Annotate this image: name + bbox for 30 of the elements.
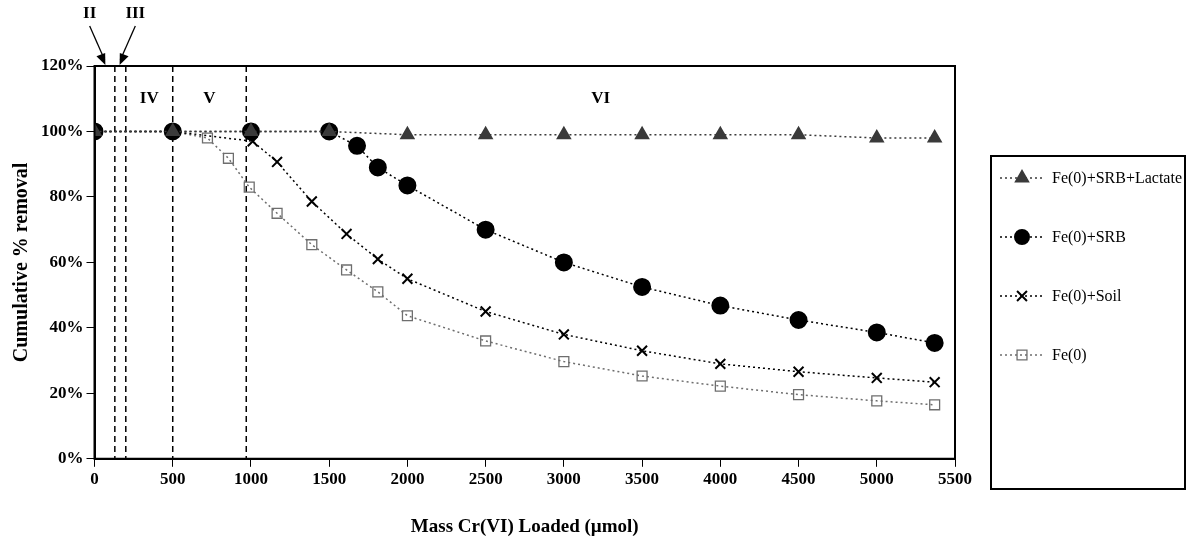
x-tick-label: 2500 <box>468 469 503 489</box>
x-tick-label: 3500 <box>625 469 660 489</box>
annotation: VI <box>591 88 611 108</box>
legend-label: Fe(0) <box>1052 345 1087 365</box>
x-tick-label: 4000 <box>703 469 738 489</box>
y-tick-label: 20% <box>49 382 84 402</box>
text: II <box>83 3 97 23</box>
text: III <box>125 3 146 23</box>
y-tick-label: 40% <box>49 317 84 337</box>
y-tick-label: 0% <box>58 448 84 468</box>
annotation: V <box>203 88 217 108</box>
y-tick-label: 100% <box>41 120 84 140</box>
x-tick-label: 2000 <box>390 469 425 489</box>
y-tick-label: 120% <box>41 55 84 75</box>
y-axis-title: Cumulative % removal <box>9 162 32 363</box>
x-tick-label: 5500 <box>938 469 972 489</box>
x-axis-title: Mass Cr(VI) Loaded (µmol) <box>410 514 639 537</box>
legend-label: Fe(0)+SRB+Lactate <box>1052 168 1183 188</box>
y-tick-label: 80% <box>49 186 84 206</box>
x-tick-label: 0 <box>90 469 99 489</box>
y-tick-label: 60% <box>49 251 84 271</box>
x-tick-label: 1500 <box>312 469 347 489</box>
x-tick-label: 5000 <box>859 469 894 489</box>
x-tick-label: 500 <box>159 469 186 489</box>
x-tick-label: 1000 <box>233 469 268 489</box>
x-tick-label: 3000 <box>546 469 581 489</box>
annotation: IV <box>139 88 160 108</box>
x-tick-label: 4500 <box>781 469 816 489</box>
legend-label: Fe(0)+Soil <box>1052 286 1122 306</box>
legend-label: Fe(0)+SRB <box>1052 227 1126 247</box>
